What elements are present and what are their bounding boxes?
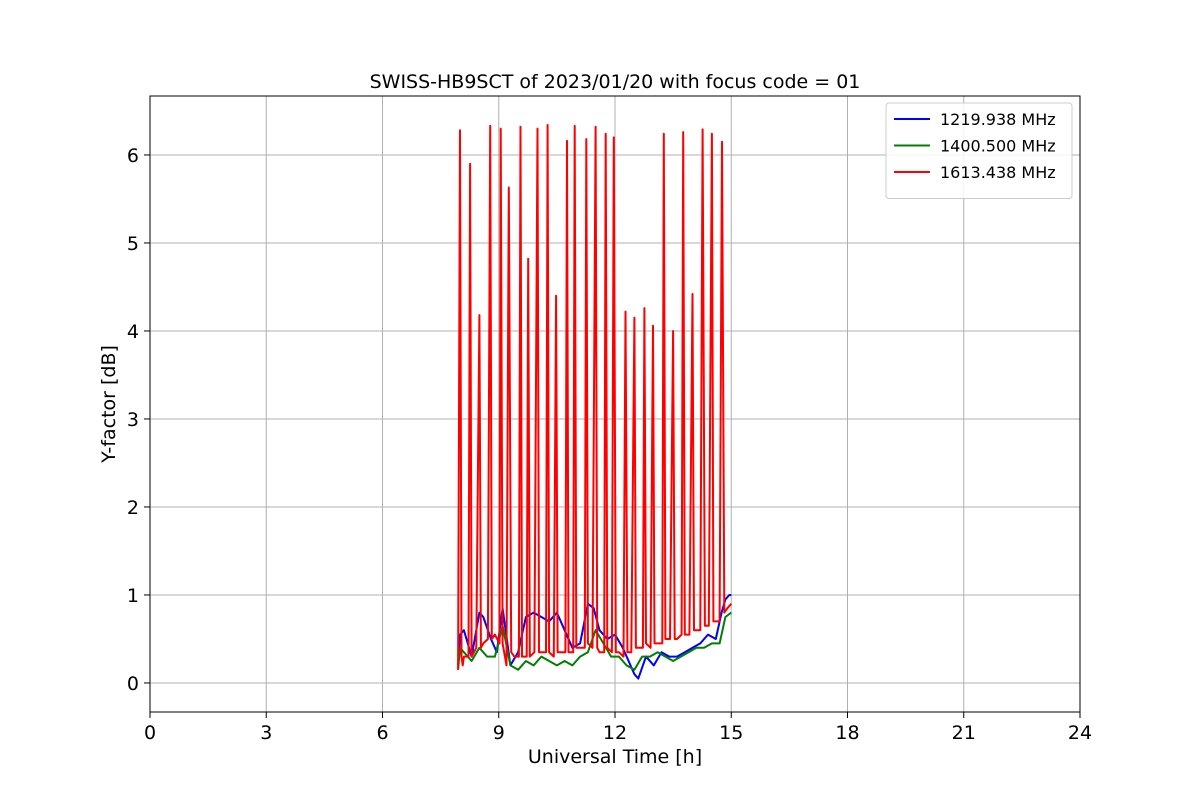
x-tick-label: 6 <box>376 722 388 744</box>
y-tick-label: 5 <box>127 233 139 255</box>
x-tick-label: 21 <box>952 722 976 744</box>
y-tick-label: 6 <box>127 145 139 167</box>
x-tick-label: 24 <box>1068 722 1092 744</box>
x-tick-label: 12 <box>603 722 627 744</box>
legend-label: 1613.438 MHz <box>940 163 1056 182</box>
x-tick-label: 3 <box>260 722 272 744</box>
series-line-3 <box>457 124 733 670</box>
series-layer <box>457 124 733 680</box>
y-tick-label: 2 <box>127 497 139 519</box>
x-axis-title: Universal Time [h] <box>528 746 702 768</box>
x-tick-label: 0 <box>144 722 156 744</box>
legend: 1219.938 MHz 1400.500 MHz 1613.438 MHz <box>885 102 1073 199</box>
y-axis-title: Y-factor [dB] <box>98 345 120 464</box>
legend-box <box>885 102 1073 199</box>
x-tick-label: 9 <box>493 722 505 744</box>
legend-label: 1219.938 MHz <box>940 110 1056 129</box>
chart-title: SWISS-HB9SCT of 2023/01/20 with focus co… <box>370 71 861 93</box>
y-tick-label: 1 <box>127 585 139 607</box>
y-tick-label: 0 <box>127 673 139 695</box>
y-tick-label: 3 <box>127 409 139 431</box>
x-tick-label: 15 <box>719 722 743 744</box>
y-tick-label: 4 <box>127 321 139 343</box>
x-tick-label: 18 <box>835 722 859 744</box>
legend-label: 1400.500 MHz <box>940 137 1056 156</box>
